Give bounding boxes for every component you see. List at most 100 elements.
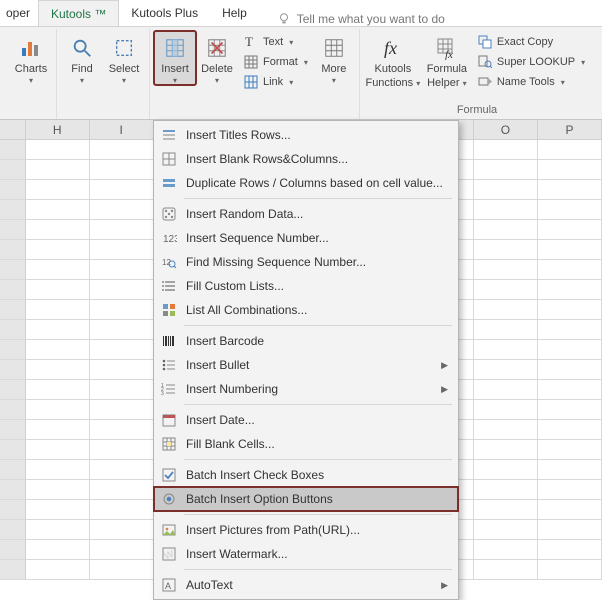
cell[interactable]	[90, 300, 154, 319]
cell[interactable]	[90, 460, 154, 479]
cell[interactable]	[90, 540, 154, 559]
cell[interactable]	[474, 520, 538, 539]
row-header[interactable]	[0, 280, 26, 299]
formula-helper-button[interactable]: fx Formula Helper ▾	[422, 31, 472, 90]
cell[interactable]	[538, 320, 602, 339]
cell[interactable]	[26, 240, 90, 259]
text-button[interactable]: T Text ▾	[240, 33, 311, 51]
column-header[interactable]: I	[90, 120, 154, 139]
cell[interactable]	[26, 560, 90, 579]
insert-button[interactable]: Insert ▾	[154, 31, 196, 85]
cell[interactable]	[474, 140, 538, 159]
cell[interactable]	[474, 160, 538, 179]
menu-item[interactable]: Fill Blank Cells...	[154, 432, 458, 456]
menu-item[interactable]: 12Find Missing Sequence Number...	[154, 250, 458, 274]
menu-item[interactable]: WInsert Watermark...	[154, 542, 458, 566]
cell[interactable]	[538, 280, 602, 299]
row-header[interactable]	[0, 180, 26, 199]
menu-item[interactable]: Fill Custom Lists...	[154, 274, 458, 298]
cell[interactable]	[90, 520, 154, 539]
cell[interactable]	[26, 180, 90, 199]
row-header[interactable]	[0, 300, 26, 319]
super-lookup-button[interactable]: Super LOOKUP ▾	[474, 53, 588, 71]
cell[interactable]	[26, 140, 90, 159]
cell[interactable]	[538, 480, 602, 499]
cell[interactable]	[90, 360, 154, 379]
tell-me-search[interactable]: Tell me what you want to do	[259, 12, 445, 26]
cell[interactable]	[90, 140, 154, 159]
cell[interactable]	[538, 180, 602, 199]
cell[interactable]	[538, 440, 602, 459]
cell[interactable]	[474, 180, 538, 199]
menu-item[interactable]: Duplicate Rows / Columns based on cell v…	[154, 171, 458, 195]
cell[interactable]	[26, 360, 90, 379]
link-button[interactable]: Link ▾	[240, 73, 311, 91]
cell[interactable]	[474, 540, 538, 559]
menu-item[interactable]: Insert Bullet▶	[154, 353, 458, 377]
cell[interactable]	[90, 200, 154, 219]
cell[interactable]	[90, 320, 154, 339]
find-button[interactable]: Find ▾	[61, 31, 103, 85]
cell[interactable]	[474, 260, 538, 279]
cell[interactable]	[538, 240, 602, 259]
cell[interactable]	[90, 400, 154, 419]
row-header[interactable]	[0, 360, 26, 379]
row-header[interactable]	[0, 460, 26, 479]
cell[interactable]	[26, 400, 90, 419]
cell[interactable]	[474, 240, 538, 259]
format-button[interactable]: Format ▾	[240, 53, 311, 71]
cell[interactable]	[26, 260, 90, 279]
cell[interactable]	[90, 280, 154, 299]
column-header[interactable]: H	[26, 120, 90, 139]
column-header[interactable]: O	[474, 120, 538, 139]
cell[interactable]	[474, 220, 538, 239]
cell[interactable]	[538, 560, 602, 579]
cell[interactable]	[90, 500, 154, 519]
tab-previous-partial[interactable]: oper	[0, 0, 38, 26]
row-header[interactable]	[0, 540, 26, 559]
cell[interactable]	[26, 340, 90, 359]
cell[interactable]	[26, 420, 90, 439]
kutools-functions-button[interactable]: fx Kutools Functions ▾	[364, 31, 422, 90]
delete-button[interactable]: Delete ▾	[196, 31, 238, 85]
cell[interactable]	[474, 560, 538, 579]
cell[interactable]	[26, 160, 90, 179]
cell[interactable]	[26, 320, 90, 339]
cell[interactable]	[474, 480, 538, 499]
row-header[interactable]	[0, 440, 26, 459]
cell[interactable]	[538, 520, 602, 539]
cell[interactable]	[26, 300, 90, 319]
cell[interactable]	[90, 380, 154, 399]
menu-item[interactable]: Insert Titles Rows...	[154, 123, 458, 147]
cell[interactable]	[26, 500, 90, 519]
cell[interactable]	[538, 360, 602, 379]
cell[interactable]	[538, 540, 602, 559]
cell[interactable]	[90, 440, 154, 459]
menu-item[interactable]: 123Insert Sequence Number...	[154, 226, 458, 250]
cell[interactable]	[538, 140, 602, 159]
cell[interactable]	[538, 380, 602, 399]
tab-kutools[interactable]: Kutools ™	[38, 0, 119, 26]
charts-button[interactable]: Charts ▾	[10, 31, 52, 85]
cell[interactable]	[26, 440, 90, 459]
row-header[interactable]	[0, 340, 26, 359]
cell[interactable]	[474, 360, 538, 379]
cell[interactable]	[26, 460, 90, 479]
row-header[interactable]	[0, 380, 26, 399]
cell[interactable]	[538, 460, 602, 479]
row-header[interactable]	[0, 160, 26, 179]
cell[interactable]	[538, 220, 602, 239]
menu-item[interactable]: Batch Insert Option Buttons	[154, 487, 458, 511]
cell[interactable]	[26, 540, 90, 559]
cell[interactable]	[474, 420, 538, 439]
row-header[interactable]	[0, 260, 26, 279]
cell[interactable]	[90, 180, 154, 199]
menu-item[interactable]: Insert Date...	[154, 408, 458, 432]
more-button[interactable]: More ▾	[313, 31, 355, 85]
cell[interactable]	[538, 200, 602, 219]
menu-item[interactable]: Insert Barcode	[154, 329, 458, 353]
cell[interactable]	[90, 220, 154, 239]
row-header[interactable]	[0, 520, 26, 539]
row-header[interactable]	[0, 420, 26, 439]
name-tools-button[interactable]: Name Tools ▾	[474, 73, 588, 91]
